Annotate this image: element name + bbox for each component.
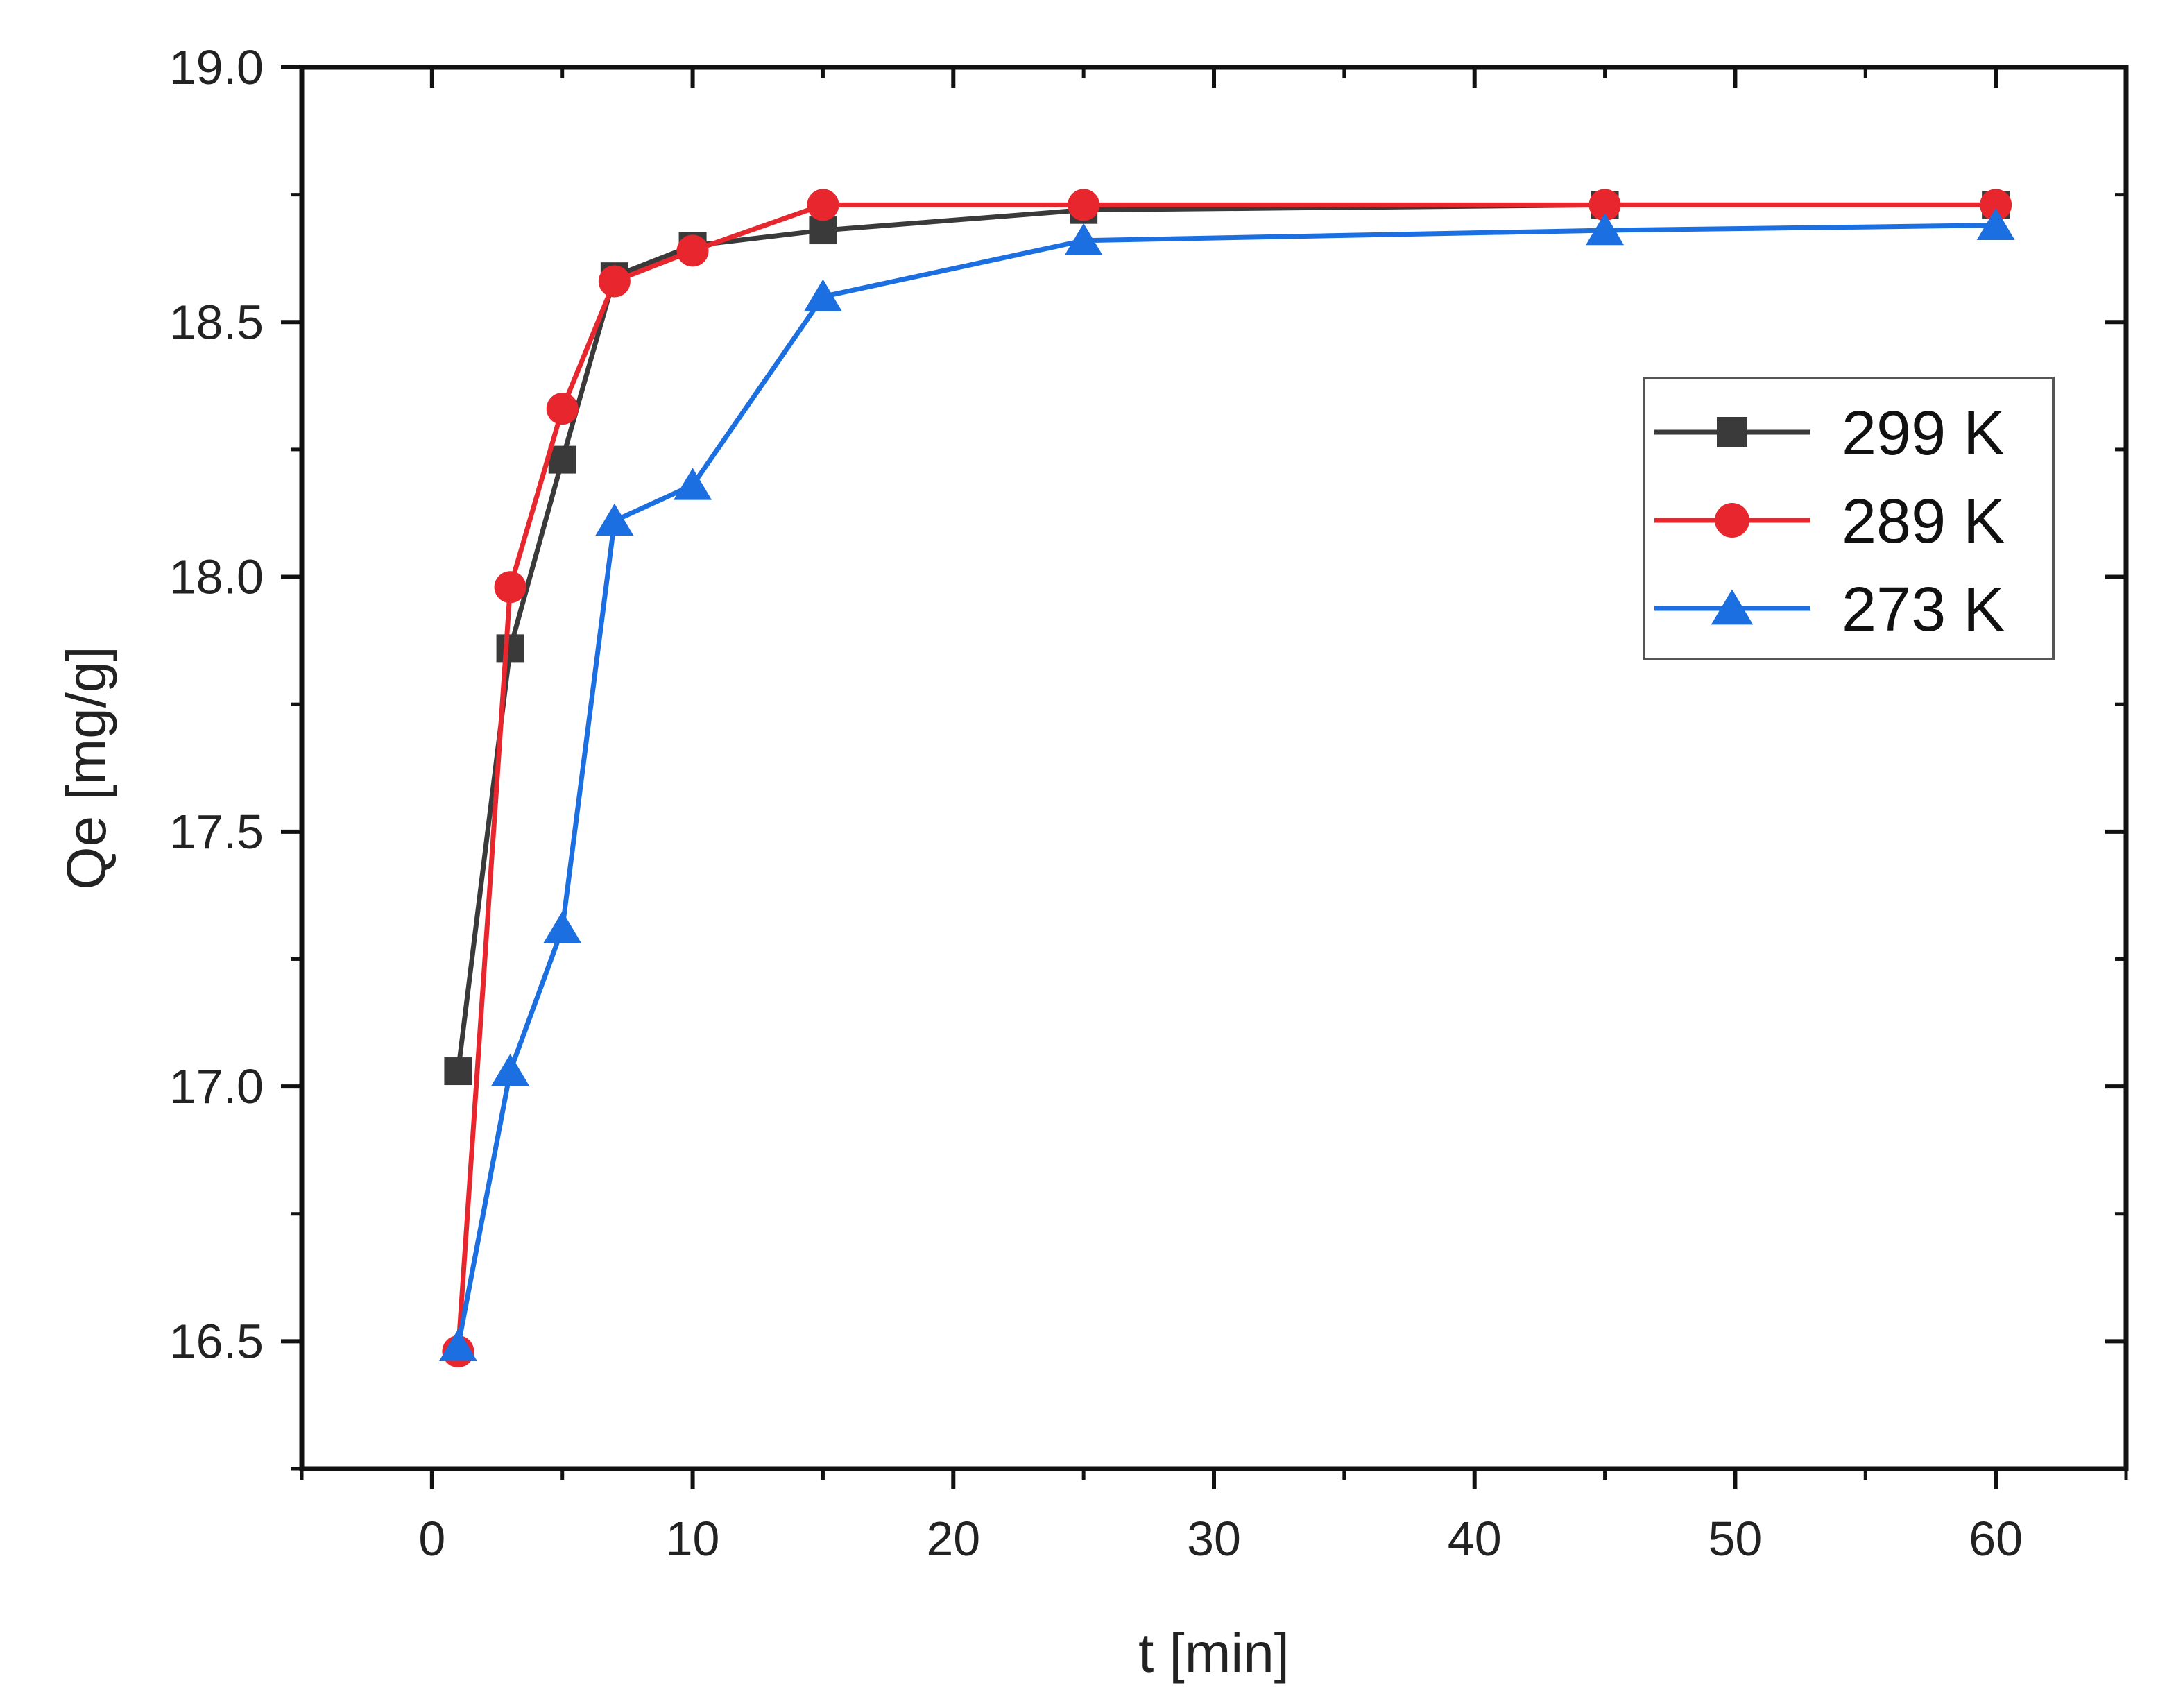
data-point (548, 445, 576, 474)
series-289-k (442, 189, 2012, 1368)
data-point (595, 503, 634, 536)
legend-item: 289 K (1654, 487, 2005, 556)
data-point (674, 468, 712, 500)
plot-frame (299, 65, 2129, 1471)
data-point (803, 279, 842, 311)
series-layer (438, 189, 2015, 1368)
x-tick-label: 30 (1187, 1512, 1241, 1566)
x-tick-label: 50 (1708, 1512, 1762, 1566)
legend-marker (1717, 417, 1747, 447)
data-point (1976, 207, 2015, 240)
data-point (543, 911, 582, 943)
x-tick-label: 40 (1448, 1512, 1502, 1566)
data-point (1588, 189, 1621, 221)
y-tick-label: 19.0 (169, 40, 264, 94)
data-point (491, 1054, 530, 1086)
x-tick-label: 10 (666, 1512, 720, 1566)
y-tick-label: 17.5 (169, 805, 264, 859)
data-point (809, 216, 837, 245)
data-point (494, 571, 526, 604)
legend-marker (1711, 589, 1754, 625)
legend-marker (1715, 503, 1749, 538)
legend-label: 273 K (1842, 575, 2005, 644)
x-tick-label: 0 (418, 1512, 445, 1566)
y-tick-label: 17.0 (169, 1059, 264, 1113)
data-point (1586, 213, 1625, 246)
legend-item: 273 K (1654, 575, 2005, 644)
data-point (807, 189, 839, 221)
legend-label: 299 K (1842, 399, 2005, 468)
data-point (496, 634, 524, 663)
legend: 299 K 289 K 273 K (1643, 377, 2055, 660)
y-tick-label: 18.0 (169, 550, 264, 604)
legend-item: 299 K (1654, 399, 2005, 468)
legend-label: 289 K (1842, 487, 2005, 556)
data-point (546, 393, 579, 425)
plot-border (299, 65, 2129, 1471)
x-tick-label: 20 (926, 1512, 980, 1566)
x-axis: 0 10 20 30 40 50 60 (300, 67, 2128, 1566)
data-point (598, 265, 631, 298)
series-273-k (438, 207, 2015, 1361)
y-axis-title: Qe [mg/g] (55, 646, 117, 889)
x-tick-label: 60 (1969, 1512, 2023, 1566)
y-axis: 16.5 17.0 17.5 18.0 18.5 19.0 (169, 40, 2126, 1471)
data-point (676, 234, 709, 267)
y-tick-label: 16.5 (169, 1314, 264, 1368)
data-point (1068, 189, 1100, 221)
data-point (1064, 223, 1103, 255)
data-point (438, 1329, 477, 1361)
y-tick-label: 18.5 (169, 295, 264, 349)
x-axis-title: t [min] (1138, 1622, 1290, 1684)
data-point (444, 1057, 472, 1086)
data-point (1980, 189, 2012, 221)
